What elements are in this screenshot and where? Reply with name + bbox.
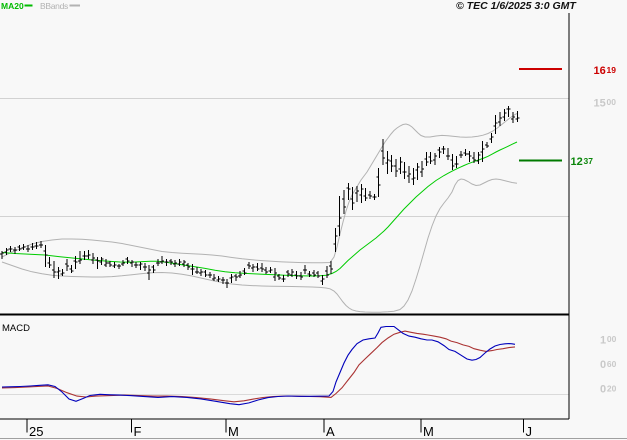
svg-text:MACD: MACD <box>2 323 30 334</box>
svg-text:37: 37 <box>584 156 594 166</box>
svg-text:MA20: MA20 <box>1 1 24 11</box>
svg-text:M: M <box>423 424 434 439</box>
svg-text:25: 25 <box>29 424 43 439</box>
svg-text:J: J <box>526 424 533 439</box>
svg-text:0: 0 <box>600 359 606 371</box>
svg-text:M: M <box>228 424 239 439</box>
svg-text:20: 20 <box>607 383 617 393</box>
svg-text:0: 0 <box>600 384 606 396</box>
svg-text:12: 12 <box>571 156 583 168</box>
svg-text:19: 19 <box>607 65 617 75</box>
svg-text:60: 60 <box>607 359 617 369</box>
svg-text:© TEC 1/6/2025 3:0 GMT: © TEC 1/6/2025 3:0 GMT <box>456 0 577 12</box>
svg-text:00: 00 <box>607 97 617 107</box>
svg-text:15: 15 <box>594 98 606 110</box>
svg-text:00: 00 <box>607 334 617 344</box>
svg-text:1: 1 <box>600 334 606 346</box>
svg-text:16: 16 <box>594 65 606 77</box>
svg-text:A: A <box>326 424 335 439</box>
svg-text:BBands: BBands <box>40 1 68 11</box>
svg-text:F: F <box>134 424 142 439</box>
